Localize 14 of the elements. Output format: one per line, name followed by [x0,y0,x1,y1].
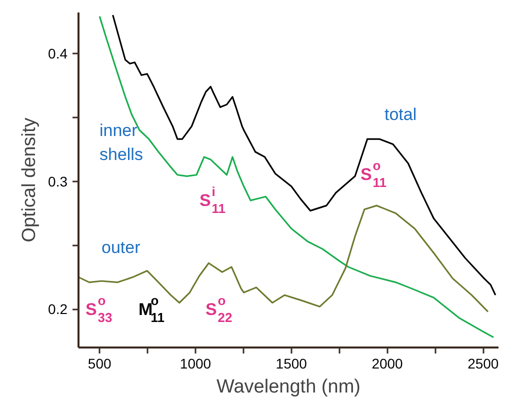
y-tick-label: 0.2 [48,301,68,318]
x-tick-label: 2000 [372,356,404,372]
series-label: outer [102,238,141,257]
x-tick-label: 500 [88,356,112,372]
x-tick-label: 1500 [276,356,308,372]
x-tick-label: 2500 [468,356,499,372]
series-label: inner shells [100,121,143,164]
x-tick-label: 1000 [180,356,212,372]
x-axis-title: Wavelength (nm) [216,376,360,398]
series-label: total [384,105,417,124]
y-tick-label: 0.3 [48,173,68,190]
line-series [98,16,494,338]
y-tick-label: 0.4 [48,45,68,62]
y-axis-title: Optical density [19,117,40,242]
